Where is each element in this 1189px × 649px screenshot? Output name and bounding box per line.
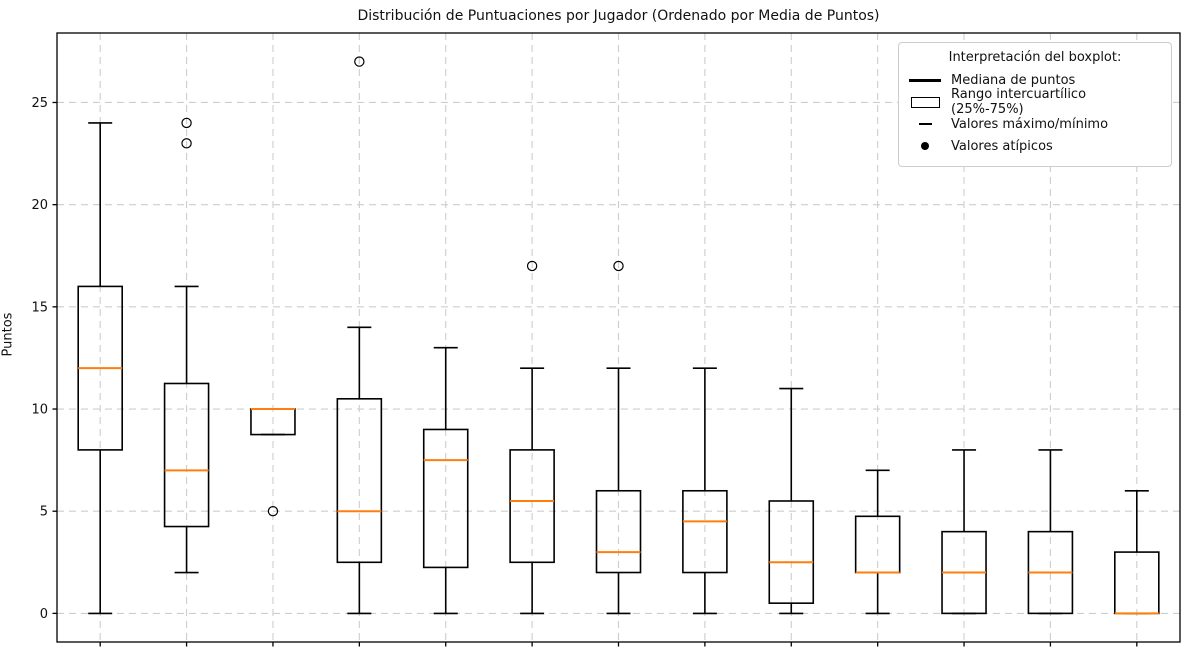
y-tick-label: 5 [40,505,48,520]
legend-label-iqr: Rango intercuartílico (25%-75%) [951,87,1087,117]
median-line-icon [909,79,941,82]
boxplot-iqr-box [595,489,642,574]
legend-item-median: Mediana de puntos [909,69,1161,91]
iqr-box-icon [909,97,941,108]
boxplot-iqr-box [163,382,210,528]
legend-label-whisker: Valores máximo/mínimo [951,116,1109,132]
y-tick-label: 15 [31,300,48,315]
outlier-point [181,117,192,129]
outlier-point [181,138,192,149]
legend-title: Interpretación del boxplot: [948,50,1122,65]
outlier-point [267,506,279,517]
outlier-point [354,56,365,67]
boxplot-iqr-box [682,489,728,574]
y-tick-label: 10 [31,403,48,418]
y-axis-label: Puntos [0,312,16,357]
legend-item-outlier: Valores atípicos [909,135,1161,157]
legend-item-whisker: Valores máximo/mínimo [909,113,1161,135]
outlier-dot-icon [909,142,941,150]
outlier-point [613,260,624,272]
legend: Interpretación del boxplot: Mediana de p… [898,42,1172,167]
legend-label-outlier: Valores atípicos [951,138,1053,154]
whisker-line-icon [909,123,941,125]
y-tick-label: 25 [31,96,48,111]
legend-label-median: Mediana de puntos [951,72,1076,88]
boxplot-iqr-box [509,449,555,564]
y-tick-label: 0 [40,607,48,622]
y-tick-label: 20 [31,198,48,213]
legend-item-iqr: Rango intercuartílico (25%-75%) [909,87,1161,117]
boxplot-iqr-box [422,428,469,569]
boxplot-iqr-box [336,398,383,564]
chart-title: Distribución de Puntuaciones por Jugador… [357,8,880,24]
outlier-point [526,260,538,272]
boxplot-iqr-box [768,500,815,604]
